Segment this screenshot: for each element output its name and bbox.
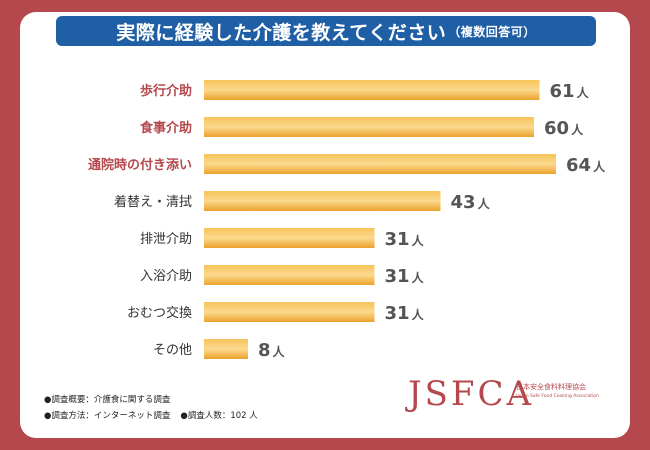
bar	[204, 302, 375, 322]
survey-method: ●調査方法：インターネット調査	[44, 411, 171, 421]
logo-name-en: Japan Safe Food Cooking Association	[516, 394, 599, 399]
survey-footer: ●調査概要：介護食に関する調査 ●調査方法：インターネット調査 ●調査人数：102…	[44, 392, 258, 424]
bar	[204, 117, 534, 137]
bar	[204, 191, 441, 211]
bar	[204, 228, 375, 248]
logo-name-jp: 日本安全食料料理協会	[516, 383, 586, 391]
category-label: 排泄介助	[140, 232, 192, 247]
jsfca-logo: JSFCA 日本安全食料料理協会 Japan Safe Food Cooking…	[408, 374, 599, 414]
survey-overview: ●調査概要：介護食に関する調査	[44, 395, 171, 405]
category-label: 通院時の付き添い	[88, 157, 192, 173]
survey-respondents: ●調査人数：102 人	[180, 411, 258, 421]
category-label: 入浴介助	[140, 269, 192, 284]
category-label: おむつ交換	[127, 305, 192, 321]
category-label: 着替え・清拭	[114, 194, 192, 210]
bar	[204, 154, 556, 174]
chart-title-note: （複数回答可）	[448, 24, 536, 39]
logo-mark: JSFCA	[408, 374, 535, 414]
value-label: 31 人	[385, 229, 425, 250]
value-label: 64 人	[566, 155, 606, 176]
bar	[204, 265, 375, 285]
value-label: 31 人	[385, 303, 425, 324]
category-label: 食事介助	[140, 120, 192, 136]
value-label: 60 人	[544, 118, 584, 139]
value-label: 31 人	[385, 266, 425, 287]
category-label: その他	[153, 343, 192, 358]
chart-title-main: 実際に経験した介護を教えてください	[116, 21, 447, 44]
logo-text: 日本安全食料料理協会 Japan Safe Food Cooking Assoc…	[516, 382, 599, 399]
value-label: 61 人	[550, 81, 590, 102]
category-label: 歩行介助	[140, 83, 192, 99]
value-label: 43 人	[451, 192, 491, 213]
chart-title: 実際に経験した介護を教えてください （複数回答可）	[56, 16, 596, 46]
bar	[204, 80, 540, 100]
bar	[204, 339, 248, 359]
